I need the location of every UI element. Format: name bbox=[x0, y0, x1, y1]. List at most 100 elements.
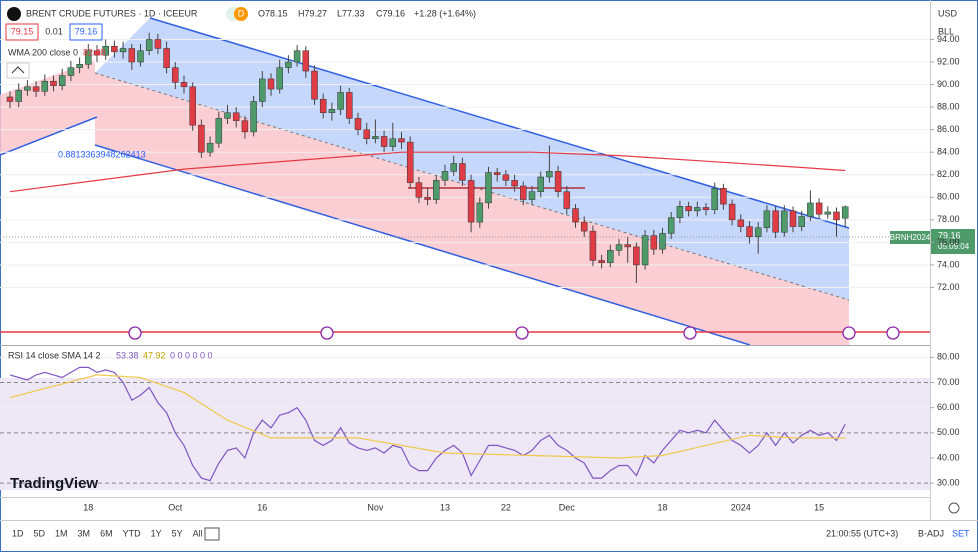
candle-body bbox=[694, 207, 701, 212]
ohlc-open: O78.15 bbox=[258, 8, 288, 18]
candle-body bbox=[772, 210, 779, 233]
candle-body bbox=[615, 244, 623, 251]
y-tick-label: 80.00 bbox=[937, 352, 960, 362]
channel-bottom bbox=[94, 144, 751, 345]
x-tick-label: 15 bbox=[814, 502, 824, 512]
candle-body bbox=[319, 98, 327, 113]
settings[interactable]: SET bbox=[952, 528, 970, 538]
candle-body bbox=[302, 50, 310, 72]
y-tick-label: 50.00 bbox=[937, 427, 960, 437]
bid[interactable]: 79.15 bbox=[11, 26, 34, 36]
candle-body bbox=[554, 171, 562, 192]
candle-body bbox=[293, 50, 301, 63]
ohlc-high: H79.27 bbox=[298, 8, 327, 18]
channel-left bbox=[0, 116, 98, 156]
y-tick-label: 60.00 bbox=[937, 402, 960, 412]
candle-body bbox=[572, 208, 579, 223]
symbol-icon bbox=[7, 7, 21, 21]
candle-body bbox=[285, 61, 292, 68]
candle-body bbox=[163, 48, 170, 68]
candle-body bbox=[433, 180, 440, 200]
axis-settings[interactable] bbox=[948, 502, 960, 514]
candle-body bbox=[441, 171, 449, 181]
range-button[interactable]: 5D bbox=[34, 528, 46, 538]
range-button[interactable]: 1D bbox=[12, 528, 24, 538]
y-tick-label: 90.00 bbox=[937, 79, 960, 89]
range-button[interactable]: All bbox=[193, 528, 203, 538]
candle-body bbox=[424, 197, 431, 200]
y-tick-label: 80.00 bbox=[937, 192, 960, 202]
range-button[interactable]: 3M bbox=[78, 528, 91, 538]
candle-body bbox=[189, 86, 196, 126]
candle-body bbox=[259, 78, 266, 102]
candle-body bbox=[650, 235, 658, 250]
rsi-value: 53.38 bbox=[116, 350, 139, 360]
calendar-icon[interactable] bbox=[204, 527, 220, 541]
candle-body bbox=[206, 142, 214, 153]
y-tick-label: 78.00 bbox=[937, 214, 960, 224]
candle-body bbox=[459, 163, 466, 181]
candle-body bbox=[598, 260, 605, 263]
range-button[interactable]: 6M bbox=[100, 528, 113, 538]
symbol-badge bbox=[890, 231, 930, 244]
x-tick-label: 22 bbox=[501, 502, 511, 512]
candle-body bbox=[372, 136, 379, 139]
collapse-button[interactable] bbox=[6, 62, 30, 79]
y-tick-label: 74.00 bbox=[937, 259, 960, 269]
candle-body bbox=[172, 67, 179, 83]
candle-body bbox=[537, 176, 544, 192]
candle-body bbox=[511, 180, 518, 187]
marks bbox=[0, 32, 930, 484]
candle-body bbox=[737, 219, 745, 227]
brand: TradingView bbox=[10, 475, 98, 492]
candle-body bbox=[41, 80, 49, 92]
candle-body bbox=[198, 124, 205, 153]
candle-body bbox=[502, 174, 510, 181]
candle-body bbox=[102, 45, 109, 56]
candle-body bbox=[815, 202, 823, 215]
toolbar: 1D 5D 1M 3M 6M YTD 1Y 5Y All bbox=[12, 528, 203, 538]
ask[interactable]: 79.16 bbox=[75, 26, 98, 36]
candle-body bbox=[563, 191, 571, 209]
candle-body bbox=[493, 172, 501, 176]
candle-body bbox=[93, 50, 101, 56]
range-button[interactable]: 5Y bbox=[172, 528, 183, 538]
bid-box[interactable] bbox=[5, 23, 39, 41]
candle-body bbox=[798, 216, 805, 227]
channel-upper-fill bbox=[95, 18, 849, 300]
candle-body bbox=[833, 211, 840, 221]
adjust[interactable]: B-ADJ bbox=[918, 528, 944, 538]
candle-body bbox=[215, 118, 223, 144]
candle-body bbox=[50, 80, 57, 86]
symbol: BRENT CRUDE FUTURES · 1D · ICEEUR bbox=[26, 8, 198, 18]
candle-body bbox=[6, 96, 14, 102]
candle-body bbox=[154, 39, 162, 49]
fib-annotation: 0.8813363948262413 bbox=[58, 149, 146, 159]
ask-box[interactable] bbox=[69, 23, 103, 41]
candle-body bbox=[702, 207, 710, 210]
series-line bbox=[9, 151, 846, 193]
candle-body bbox=[337, 92, 344, 110]
channel-top bbox=[149, 17, 850, 229]
y-tick-label: 84.00 bbox=[937, 147, 960, 157]
series-line bbox=[9, 374, 846, 459]
ohlc-low: L77.33 bbox=[337, 8, 365, 18]
wma-value: 82.38 bbox=[83, 47, 106, 57]
range-button[interactable]: 1M bbox=[55, 528, 68, 538]
candle-body bbox=[415, 182, 423, 198]
ohlc-change: +1.28 (+1.64%) bbox=[414, 8, 476, 18]
candle-body bbox=[580, 221, 588, 232]
collapse-icon[interactable] bbox=[11, 66, 25, 74]
candle-body bbox=[746, 226, 753, 238]
series-line bbox=[9, 366, 846, 482]
rsi-band bbox=[0, 378, 930, 490]
y-tick-label: 88.00 bbox=[937, 101, 960, 111]
candle-body bbox=[807, 202, 814, 217]
x-tick-label: Nov bbox=[367, 502, 384, 512]
range-button[interactable]: 1Y bbox=[151, 528, 162, 538]
candle-body bbox=[589, 230, 597, 261]
candle-body bbox=[224, 112, 231, 119]
range-button[interactable]: YTD bbox=[123, 528, 142, 538]
candle-body bbox=[520, 185, 527, 200]
